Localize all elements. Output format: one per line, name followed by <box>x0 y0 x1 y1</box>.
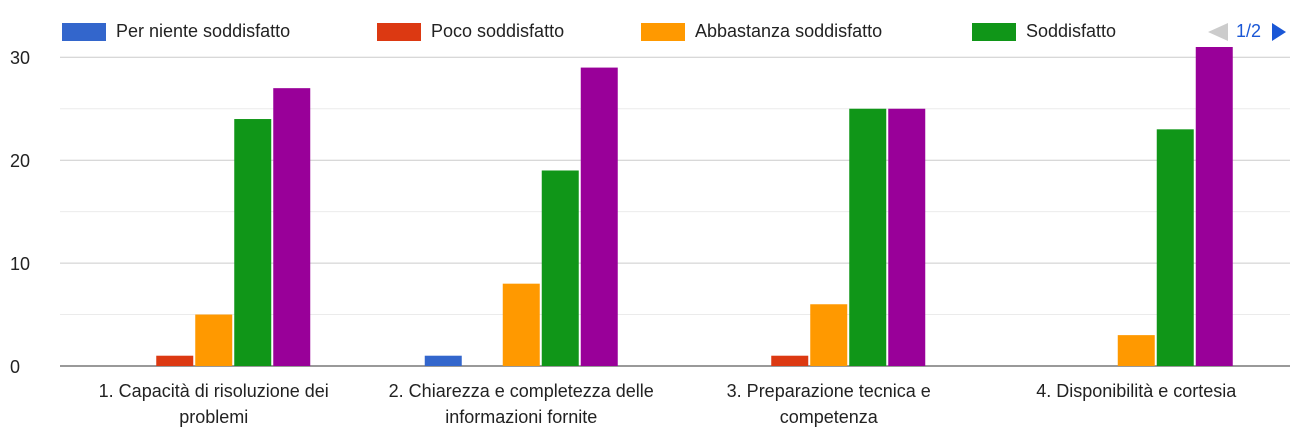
x-tick-label: 2. Chiarezza e completezza delle informaz… <box>389 381 654 427</box>
bar <box>888 108 926 366</box>
y-tick-label: 10 <box>10 254 30 274</box>
legend-swatch <box>377 23 421 41</box>
legend-label: Abbastanza soddisfatto <box>695 21 882 41</box>
legend-swatch <box>62 23 106 41</box>
x-tick-label: 3. Preparazione tecnica e competenza <box>727 381 931 427</box>
bar <box>1156 129 1194 366</box>
y-tick-label: 20 <box>10 151 30 171</box>
bar <box>1117 335 1155 366</box>
bar <box>273 88 311 367</box>
bar <box>502 283 540 366</box>
bar <box>195 314 233 366</box>
legend-label: Soddisfatto <box>1026 21 1116 41</box>
legend-swatch <box>641 23 685 41</box>
legend-page: 1/2 <box>1236 21 1261 41</box>
bar <box>771 355 809 366</box>
bar <box>424 355 462 366</box>
x-tick-label: 1. Capacità di risoluzione dei problemi <box>99 381 329 427</box>
x-tick-label: 4. Disponibilità e cortesia <box>1036 381 1237 401</box>
bar <box>849 108 887 366</box>
legend-next[interactable] <box>1272 23 1286 41</box>
bar <box>1195 47 1233 366</box>
legend-swatch <box>972 23 1016 41</box>
bar <box>234 119 272 366</box>
bar <box>580 67 618 367</box>
y-tick-label: 0 <box>10 357 20 377</box>
legend-label: Poco soddisfatto <box>431 21 564 41</box>
bar <box>541 170 579 366</box>
bar <box>156 355 194 366</box>
bar <box>810 304 848 366</box>
legend-prev[interactable] <box>1208 23 1228 41</box>
y-tick-label: 30 <box>10 48 30 68</box>
legend-label: Per niente soddisfatto <box>116 21 290 41</box>
